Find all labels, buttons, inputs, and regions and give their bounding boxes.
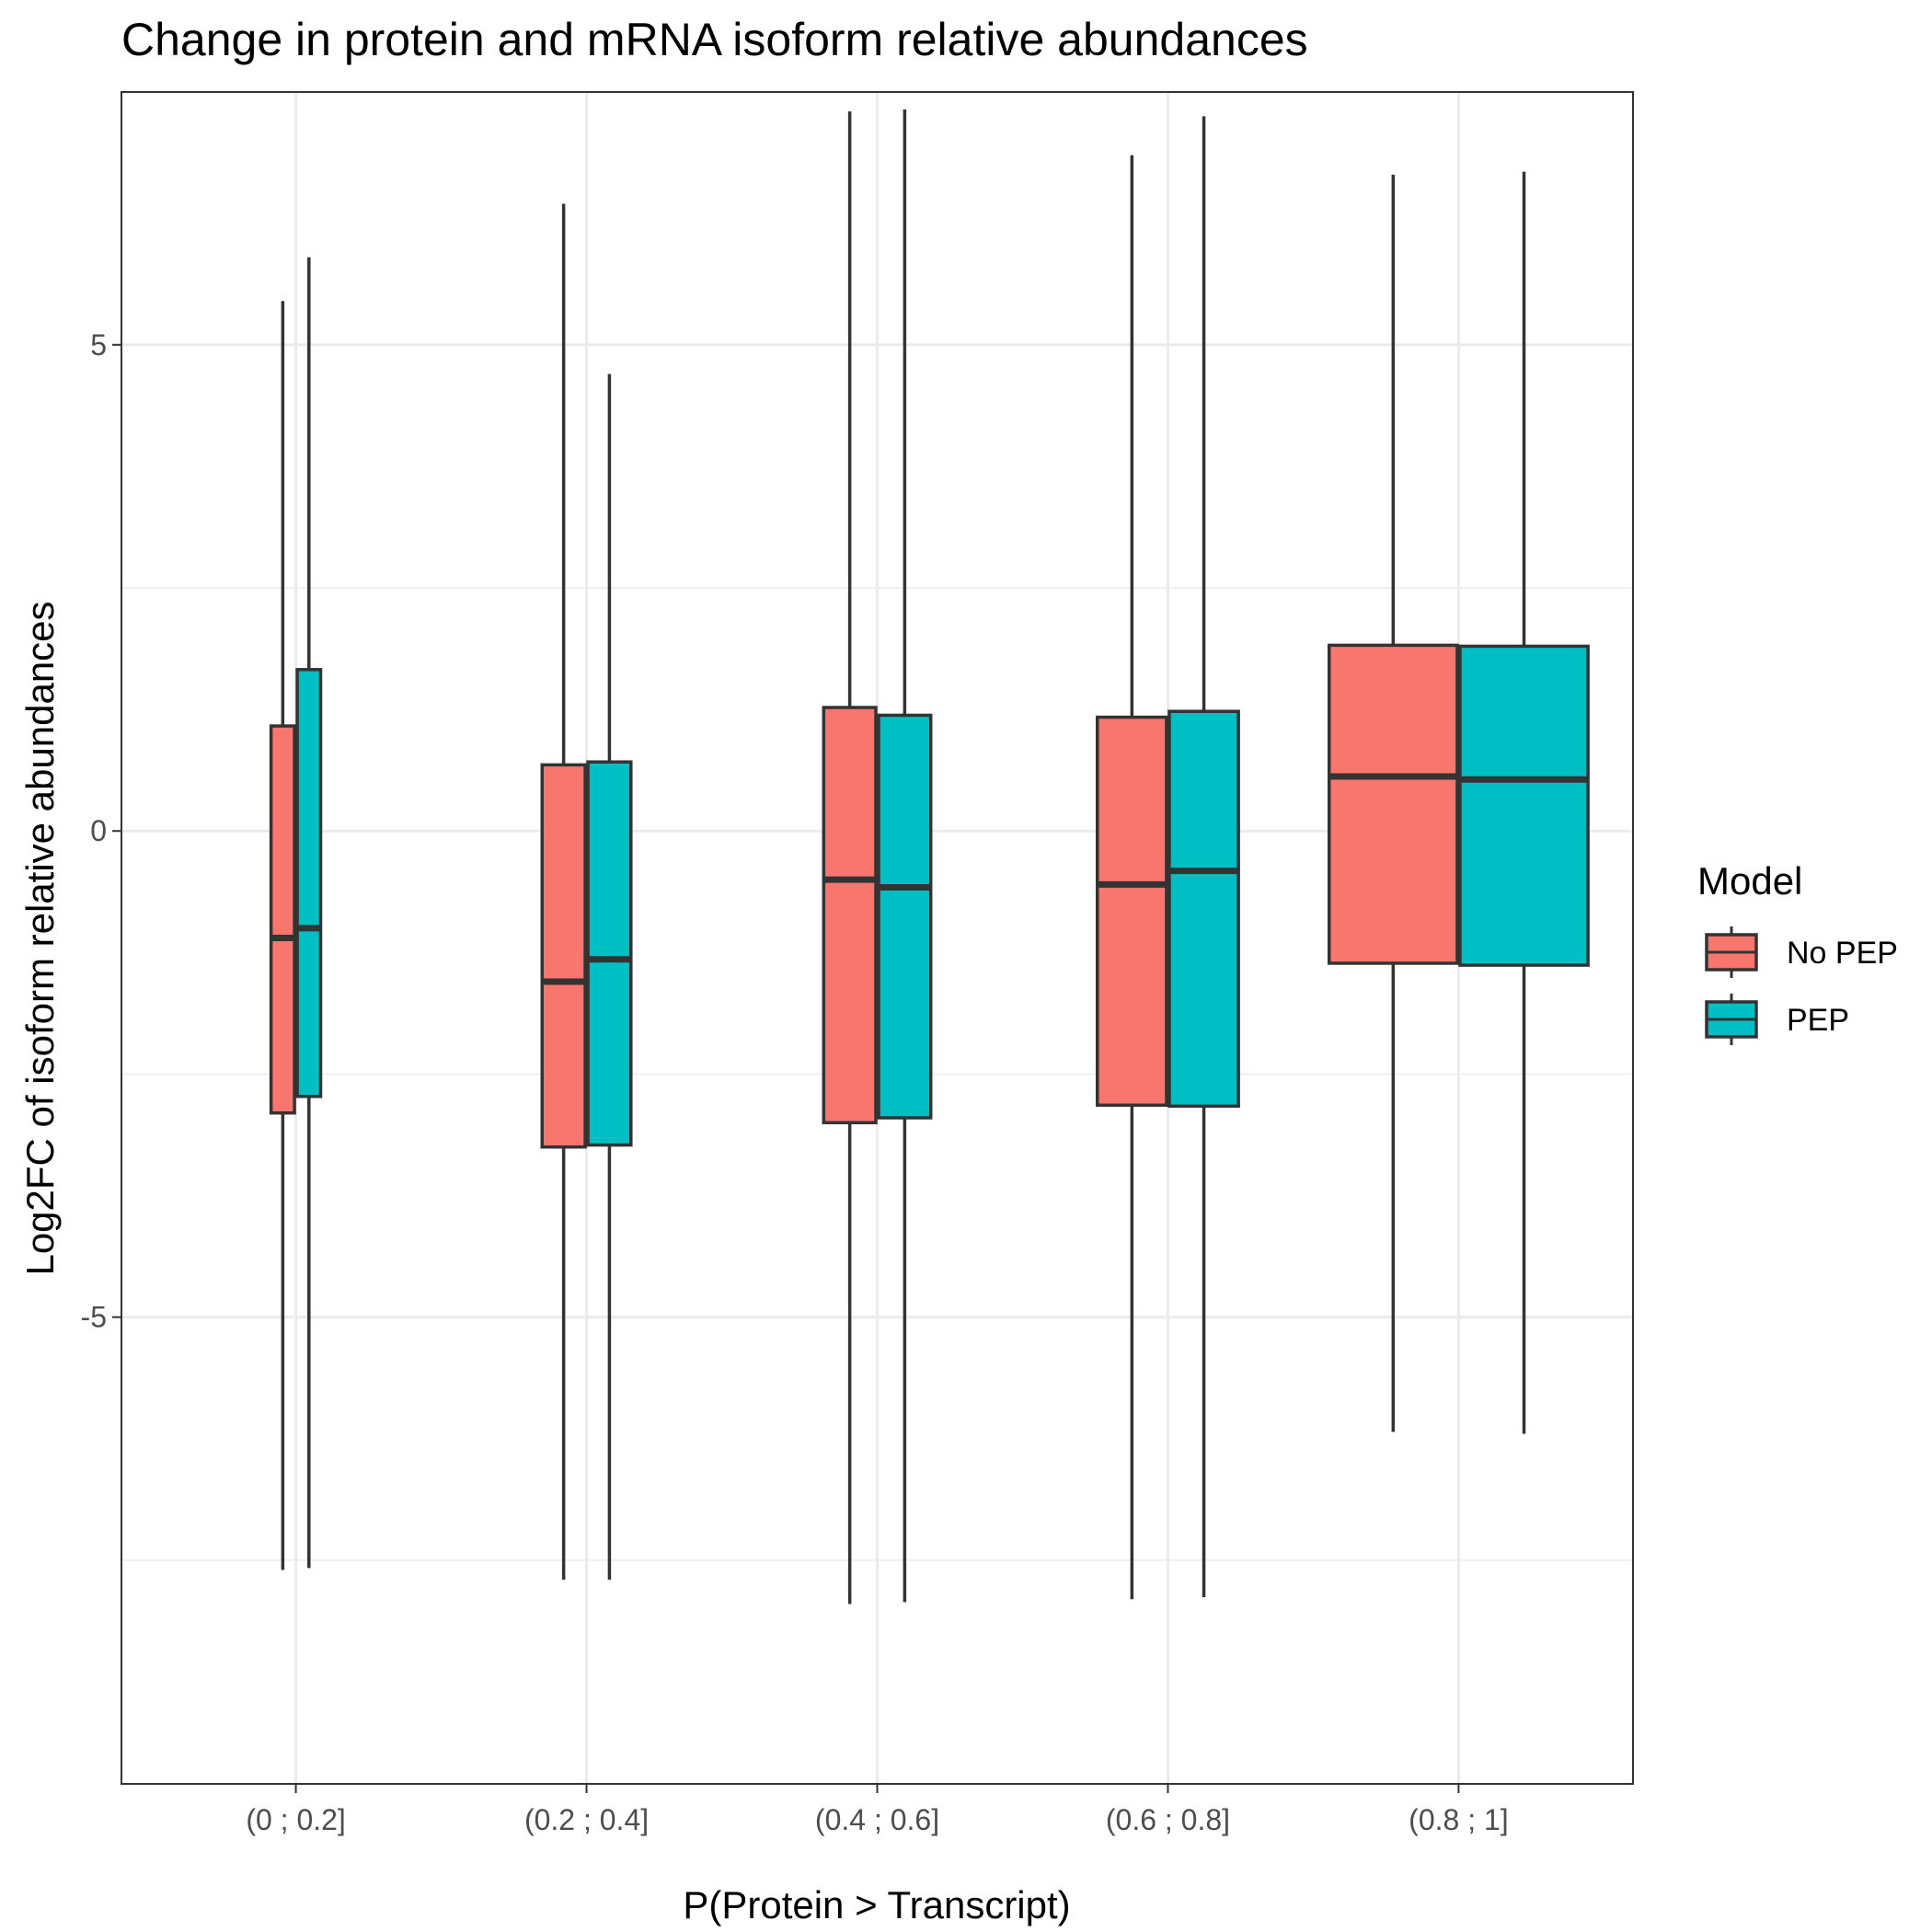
y-tick-label: 5: [90, 328, 107, 362]
plot-boxes: [269, 109, 1590, 1604]
axes: 5 0 -5 (0 ; 0.2] (0.2 ; 0.4] (0.4 ; 0.6] (0.6 …: [81, 328, 1509, 1836]
x-axis-label: P(Protein > Transcript): [683, 1883, 1070, 1926]
box-iqr: [1327, 643, 1459, 965]
legend-label: No PEP: [1787, 936, 1898, 971]
box-no-pep-3: [1096, 155, 1168, 1600]
y-axis-label: Log2FC of isoform relative abundances: [18, 601, 62, 1275]
legend-item-pep: PEP: [1705, 994, 1849, 1045]
x-tick-label: (0 ; 0.2]: [246, 1803, 346, 1836]
box-pep-1: [586, 374, 633, 1581]
x-tick-label: (0.4 ; 0.6]: [815, 1803, 939, 1836]
box-iqr: [269, 724, 296, 1115]
x-tick-label: (0.2 ; 0.4]: [524, 1803, 649, 1836]
box-iqr: [295, 668, 323, 1098]
box-pep-3: [1167, 116, 1240, 1598]
legend-title: Model: [1697, 859, 1802, 903]
box-no-pep-1: [540, 203, 587, 1581]
box-iqr: [1458, 644, 1590, 967]
box-pep-4: [1458, 171, 1590, 1434]
box-no-pep-2: [822, 111, 878, 1604]
box-iqr: [822, 706, 878, 1125]
box-iqr: [1096, 715, 1168, 1108]
box-iqr: [586, 760, 633, 1147]
box-iqr: [1167, 709, 1240, 1109]
x-tick-label: (0.6 ; 0.8]: [1106, 1803, 1230, 1836]
y-tick-label: -5: [81, 1301, 107, 1334]
box-pep-0: [295, 257, 323, 1569]
legend-item-no-pep: No PEP: [1705, 926, 1898, 978]
x-tick-label: (0.8 ; 1]: [1409, 1803, 1509, 1836]
box-pep-2: [877, 109, 933, 1603]
y-tick-label: 0: [90, 814, 107, 847]
legend-label: PEP: [1787, 1003, 1849, 1038]
box-no-pep-0: [269, 301, 296, 1570]
legend: Model No PEP PEP: [1697, 859, 1898, 1045]
chart-title: Change in protein and mRNA isoform relat…: [121, 14, 1308, 65]
box-no-pep-4: [1327, 174, 1459, 1432]
box-iqr: [540, 763, 587, 1149]
box-iqr: [877, 713, 933, 1120]
